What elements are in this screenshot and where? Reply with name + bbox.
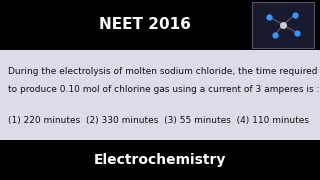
Bar [0, 140, 320, 180]
Text: NEET 2016: NEET 2016 [99, 17, 191, 32]
Bar [252, 2, 314, 48]
Text: During the electrolysis of molten sodium chloride, the time required: During the electrolysis of molten sodium… [8, 67, 317, 76]
Bar [0, 50, 320, 140]
Bar [0, 0, 320, 50]
Text: to produce 0.10 mol of chlorine gas using a current of 3 amperes is :: to produce 0.10 mol of chlorine gas usin… [8, 85, 319, 94]
Text: Electrochemistry: Electrochemistry [94, 153, 226, 167]
Text: (1) 220 minutes  (2) 330 minutes  (3) 55 minutes  (4) 110 minutes: (1) 220 minutes (2) 330 minutes (3) 55 m… [8, 116, 309, 125]
